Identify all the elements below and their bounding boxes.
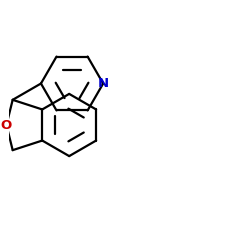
- Text: O: O: [1, 118, 12, 132]
- Text: N: N: [98, 77, 109, 90]
